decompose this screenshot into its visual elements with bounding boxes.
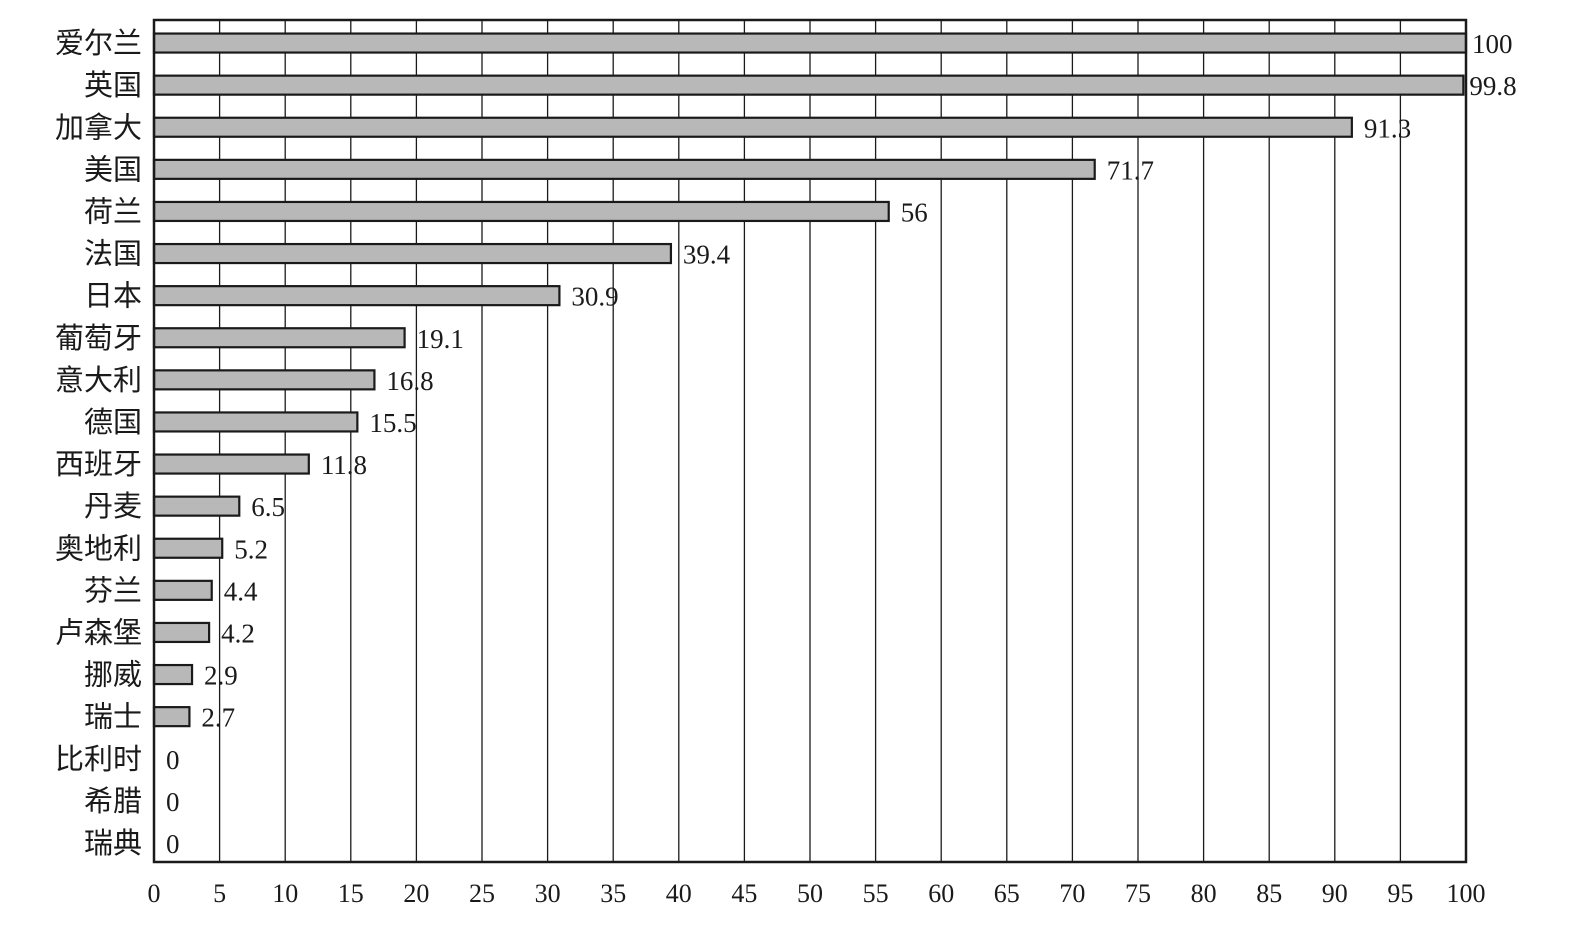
data-label: 71.7 (1107, 155, 1154, 185)
x-tick-label: 75 (1125, 879, 1151, 908)
data-label: 56 (901, 197, 928, 227)
x-tick-label: 40 (666, 879, 692, 908)
x-tick-label: 55 (863, 879, 889, 908)
value-labels: 100 99.8 91.3 71.7 56 39.4 30.9 19.1 16.8 15.511.… (166, 29, 1517, 859)
category-labels: 爱尔兰英国加拿大美国荷兰法国日本葡萄牙意大利德国西班牙丹麦奥地利芬兰卢森堡挪威瑞… (55, 27, 142, 860)
x-tick-label: 30 (535, 879, 561, 908)
data-label: 99.8 (1469, 71, 1516, 101)
data-label: 6.5 (251, 492, 285, 522)
category-label: 葡萄牙 (55, 322, 142, 355)
category-label: 爱尔兰 (55, 27, 142, 60)
x-tick-label: 20 (403, 879, 429, 908)
category-label: 瑞士 (84, 701, 142, 734)
category-label: 英国 (84, 69, 142, 102)
category-label: 奥地利 (55, 532, 142, 565)
data-label: 5.2 (234, 534, 268, 564)
data-label: 4.2 (221, 618, 255, 648)
x-tick-label: 70 (1059, 879, 1085, 908)
bar (152, 327, 406, 349)
category-label: 丹麦 (84, 490, 142, 523)
x-tick-labels: 0 5 10 15 20 25 30 35 40 45 50 55 60 65 70 75 80 85 90 95 10… (148, 879, 1486, 908)
category-label: 卢森堡 (55, 616, 142, 649)
x-tick-label: 65 (994, 879, 1020, 908)
category-label: 日本 (84, 280, 142, 313)
category-label: 西班牙 (55, 448, 142, 481)
bar (152, 621, 211, 644)
data-label: 100 (1472, 29, 1513, 59)
category-label: 希腊 (84, 785, 142, 818)
bar (152, 200, 890, 223)
data-label: 39.4 (683, 240, 731, 270)
category-label: 荷兰 (84, 195, 142, 228)
category-label: 比利时 (55, 743, 142, 776)
data-label: 91.3 (1364, 113, 1411, 143)
category-label: 美国 (84, 153, 142, 186)
bar (152, 663, 194, 686)
x-tick-label: 5 (213, 879, 226, 908)
x-tick-label: 0 (148, 879, 161, 908)
category-label: 加拿大 (55, 111, 142, 144)
data-label: 15.5 (369, 408, 416, 438)
bar (152, 411, 359, 433)
bar (152, 706, 191, 728)
x-tick-label: 10 (272, 879, 298, 908)
bar (152, 116, 1353, 138)
category-label: 意大利 (55, 364, 142, 397)
x-tick-label: 95 (1387, 879, 1413, 908)
bar (152, 242, 673, 265)
x-tick-label: 80 (1191, 879, 1217, 908)
category-label: 法国 (84, 238, 142, 271)
bar (152, 579, 213, 601)
category-label: 德国 (84, 406, 142, 439)
category-label: 瑞典 (84, 827, 142, 860)
data-label: 0 (166, 745, 180, 775)
bar (152, 32, 1468, 54)
x-tick-label: 35 (600, 879, 626, 908)
data-label: 2.7 (201, 703, 235, 733)
plot-frame (152, 18, 1468, 864)
data-label: 2.9 (204, 661, 238, 691)
category-label: 芬兰 (84, 574, 142, 607)
bar (152, 158, 1096, 180)
x-tick-label: 15 (338, 879, 364, 908)
bar (152, 285, 561, 307)
bar (152, 495, 241, 517)
gridlines (218, 20, 1402, 862)
bar (152, 537, 224, 559)
bar (152, 453, 310, 475)
data-label: 19.1 (417, 324, 464, 354)
data-label: 4.4 (224, 576, 258, 606)
data-label: 0 (166, 829, 180, 859)
x-tick-label: 45 (731, 879, 757, 908)
x-tick-label: 85 (1256, 879, 1282, 908)
x-tick-label: 60 (928, 879, 954, 908)
x-tick-label: 50 (797, 879, 823, 908)
data-label: 16.8 (386, 366, 433, 396)
bar (152, 74, 1465, 96)
data-label: 30.9 (571, 282, 618, 312)
category-label: 挪威 (84, 659, 142, 692)
data-label: 11.8 (321, 450, 367, 480)
bar (152, 369, 376, 391)
x-tick-label: 100 (1447, 879, 1486, 908)
x-tick-label: 90 (1322, 879, 1348, 908)
data-label: 0 (166, 787, 180, 817)
x-tick-label: 25 (469, 879, 495, 908)
